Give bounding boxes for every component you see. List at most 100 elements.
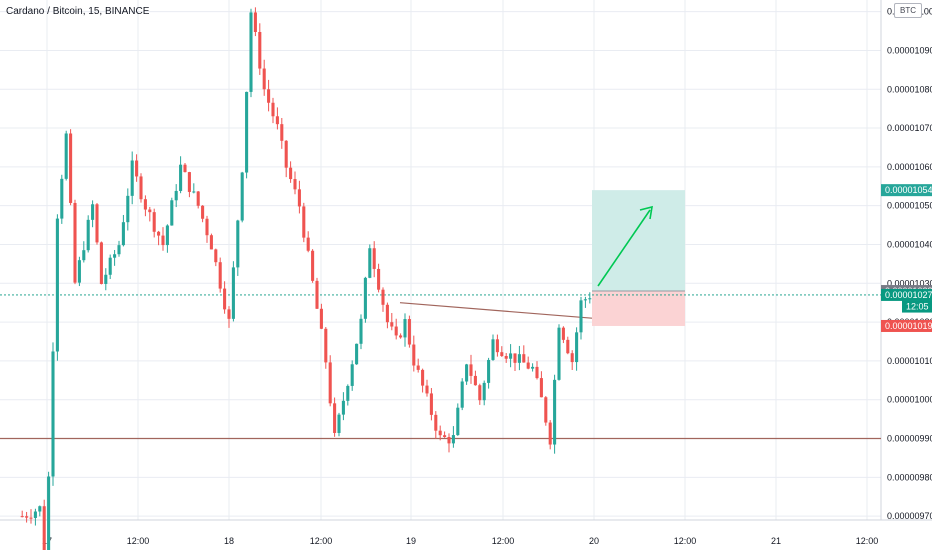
candle-body [377,268,381,290]
candle-body [69,133,73,203]
candle-body [77,260,81,283]
candle-body [113,254,117,258]
candle-body [421,369,425,386]
candle-body [487,359,491,383]
candle-body [575,332,579,363]
candle-body [130,160,134,196]
candle-body [82,250,86,261]
candle-body [284,140,288,168]
price-tag: 0.00001027 [881,288,932,301]
candle-body [504,355,508,359]
resistance-line [399,302,593,319]
price-tag-bg [881,184,932,197]
candle-body [517,354,521,363]
candle-body [33,511,37,518]
x-tick-label: 12:00 [310,536,333,546]
candle-body [478,385,482,401]
candle-body [99,242,103,284]
price-tag: 0.00001054 [881,184,932,197]
candle-body [407,319,411,345]
candle-body [121,222,125,246]
candle-body [104,274,108,284]
candle-body [258,31,262,69]
candle-body [47,476,51,550]
target-zone [592,190,685,292]
stop-zone [592,291,685,326]
candle-body [416,365,420,370]
candle-body [328,362,332,404]
candle-body [566,339,570,354]
candle-body [20,516,24,518]
y-tick-label: 0.00000970 [887,511,932,521]
y-tick-label: 0.00001050 [887,201,932,211]
candle-body [227,309,231,319]
candle-body [231,267,235,319]
candle-body [60,178,64,219]
candle-body [443,435,447,438]
candle-body [29,517,33,519]
price-tag-bg [881,288,932,301]
candle-body [557,327,561,380]
candle-body [126,195,130,223]
candle-body [205,218,209,236]
x-tick-label: 12:00 [674,536,697,546]
y-tick-label: 0.00001080 [887,84,932,94]
candle-body [381,289,385,305]
x-tick-label: 20 [589,536,599,546]
candle-body [302,206,306,238]
candle-body [86,219,90,251]
x-tick-label: 18 [224,536,234,546]
candle-body [434,414,438,431]
candle-body [209,235,213,250]
candle-body [152,212,156,232]
candle-body [372,248,376,269]
candle-body [412,344,416,366]
currency-badge[interactable]: BTC [894,3,922,18]
candle-body [196,191,200,206]
y-tick-label: 0.00001060 [887,162,932,172]
candle-body [179,164,183,191]
candle-body [355,343,359,365]
candle-body [240,172,244,221]
candle-body [403,319,407,338]
y-tick-label: 0.00000990 [887,434,932,444]
candle-body [223,288,227,310]
candle-body [522,354,526,363]
chart-title: Cardano / Bitcoin, 15, BINANCE [6,6,150,17]
candle-body [306,237,310,251]
candle-body [399,335,403,338]
candle-body [311,250,315,281]
candle-body [341,400,345,415]
x-tick-label: 19 [406,536,416,546]
candle-body [368,248,372,278]
candle-body [385,304,389,323]
candle-body [315,280,319,309]
candle-body [509,353,513,359]
candle-body [456,407,460,436]
price-tag: 0.00001019 [881,319,932,332]
candle-body [170,200,174,226]
candle-body [135,160,139,177]
candle-body [267,89,271,103]
candle-body [161,235,165,246]
candle-body [460,381,464,408]
candle-body [192,191,196,193]
y-tick-label: 0.00000980 [887,472,932,482]
candle-body [473,375,477,386]
price-tag-label: 0.00001019 [885,321,932,331]
candle-body [363,277,367,319]
candle-body [526,362,530,369]
candle-body [187,172,191,192]
candle-body [544,397,548,423]
candle-body [469,364,473,376]
candle-body [253,12,257,32]
projection-arrow [597,209,651,287]
candle-body [491,339,495,360]
y-tick-label: 0.00001030 [887,278,932,288]
candle-body [588,298,592,300]
candle-body [438,430,442,436]
candle-body [38,506,42,512]
candle-body [249,12,253,92]
candle-body [513,353,517,363]
